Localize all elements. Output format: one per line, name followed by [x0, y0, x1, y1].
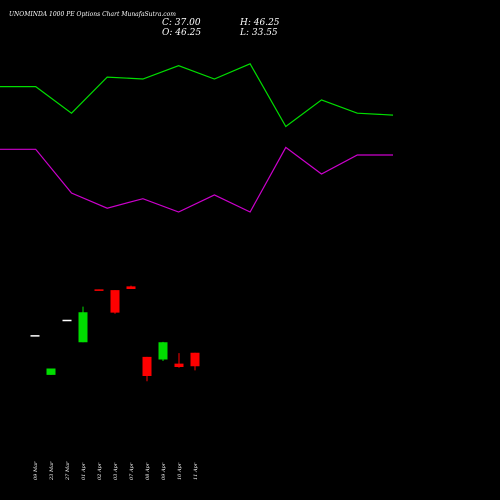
- x-tick-label: 02 Apr: [97, 462, 103, 480]
- x-tick-label: 01 Apr: [81, 462, 87, 480]
- ohlc-low-value: 33.55: [251, 28, 278, 38]
- candle-body: [110, 290, 120, 313]
- chart-title: UNOMINDA 1000 PE Options Chart MunafaSut…: [9, 11, 176, 18]
- x-tick-label: 09 Apr: [161, 462, 167, 480]
- ohlc-open: O: 46.25: [162, 28, 202, 38]
- ohlc-close-value: 37.00: [174, 18, 201, 28]
- candle-body: [30, 335, 40, 337]
- ohlc-high-value: 46.25: [253, 18, 280, 28]
- candle-body: [46, 368, 56, 375]
- candle-body: [190, 352, 200, 367]
- x-tick-label: 10 Apr: [177, 462, 183, 480]
- x-tick-label: 23 Mar: [49, 461, 55, 481]
- indicator-panel: [0, 63, 394, 213]
- ohlc-close: C: 37.00: [162, 18, 201, 28]
- ohlc-low: L: 33.55: [240, 28, 278, 38]
- x-tick-label: 03 Apr: [113, 462, 119, 480]
- candle-body: [94, 289, 104, 291]
- candle-body: [158, 342, 168, 360]
- indicator-line-2: [0, 146, 393, 213]
- candle-body: [126, 286, 136, 289]
- x-tick-label: 27 Mar: [65, 461, 71, 481]
- candlestick-panel: [30, 285, 200, 382]
- x-tick-label: 07 Apr: [129, 462, 135, 480]
- x-tick-label: 09 Mar: [33, 461, 39, 480]
- indicator-line-1: [0, 63, 394, 128]
- candle-body: [142, 356, 152, 376]
- candle-body: [174, 363, 184, 367]
- ohlc-open-value: 46.25: [175, 28, 202, 38]
- candle-body: [78, 312, 88, 343]
- ohlc-high: H: 46.25: [240, 18, 280, 28]
- candle-body: [62, 319, 72, 322]
- x-axis-labels: 09 Mar 23 Mar 27 Mar 01 Apr 02 Apr 03 Apr 07 A…: [33, 461, 199, 481]
- x-tick-label: 11 Apr: [193, 462, 199, 480]
- x-tick-label: 08 Apr: [145, 462, 151, 480]
